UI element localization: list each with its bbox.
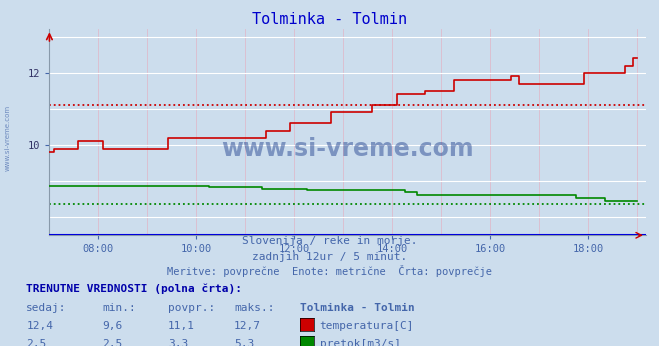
Text: TRENUTNE VREDNOSTI (polna črta):: TRENUTNE VREDNOSTI (polna črta): [26, 284, 243, 294]
Text: maks.:: maks.: [234, 303, 274, 313]
Text: 12,7: 12,7 [234, 321, 261, 331]
Text: Meritve: povprečne  Enote: metrične  Črta: povprečje: Meritve: povprečne Enote: metrične Črta:… [167, 265, 492, 277]
Text: Tolminka - Tolmin: Tolminka - Tolmin [300, 303, 415, 313]
Text: Slovenija / reke in morje.: Slovenija / reke in morje. [242, 236, 417, 246]
Text: www.si-vreme.com: www.si-vreme.com [221, 137, 474, 161]
Text: 9,6: 9,6 [102, 321, 123, 331]
Text: pretok[m3/s]: pretok[m3/s] [320, 339, 401, 346]
Text: temperatura[C]: temperatura[C] [320, 321, 414, 331]
Text: 3,3: 3,3 [168, 339, 188, 346]
Text: 5,3: 5,3 [234, 339, 254, 346]
Text: Tolminka - Tolmin: Tolminka - Tolmin [252, 12, 407, 27]
Text: 11,1: 11,1 [168, 321, 195, 331]
Text: www.si-vreme.com: www.si-vreme.com [5, 105, 11, 172]
Text: 12,4: 12,4 [26, 321, 53, 331]
Text: zadnjih 12ur / 5 minut.: zadnjih 12ur / 5 minut. [252, 252, 407, 262]
Text: 2,5: 2,5 [26, 339, 47, 346]
Text: 2,5: 2,5 [102, 339, 123, 346]
Text: povpr.:: povpr.: [168, 303, 215, 313]
Text: min.:: min.: [102, 303, 136, 313]
Text: sedaj:: sedaj: [26, 303, 67, 313]
